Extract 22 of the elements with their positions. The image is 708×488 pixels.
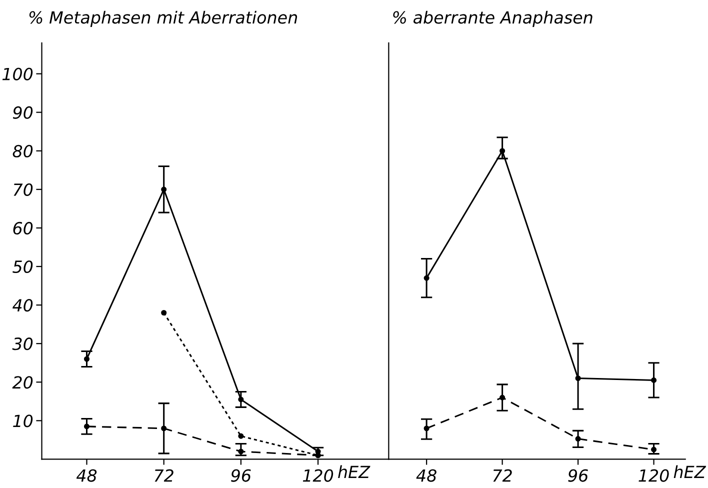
y-tick-label: 90	[12, 106, 33, 119]
y-tick-label: 30	[12, 338, 33, 350]
chart-title: % aberrante Anaphasen	[393, 10, 592, 27]
y-tick-label: 70	[14, 183, 33, 196]
x-axis-title: hEZ	[674, 465, 706, 478]
y-tick-label: 50	[12, 260, 33, 274]
x-tick-label: 96	[568, 469, 588, 482]
y-tick-label: 100	[2, 68, 33, 80]
x-tick-label: 96	[231, 469, 251, 482]
x-tick-label: 72	[154, 469, 174, 482]
y-tick-label: 80	[12, 144, 33, 158]
x-tick-label: 72	[493, 469, 512, 482]
y-tick-label: 40	[12, 299, 33, 312]
chart-title: % Metaphasen mit Aberrationen	[29, 10, 298, 27]
x-tick-label: 120	[638, 469, 669, 482]
x-tick-label: 120	[302, 469, 334, 482]
x-tick-label: 48	[416, 469, 436, 482]
x-tick-label: 48	[76, 469, 97, 482]
y-tick-label: 20	[12, 376, 33, 389]
y-tick-label: 60	[13, 222, 33, 235]
x-axis-title: hEZ	[338, 465, 370, 478]
y-tick-label: 10	[13, 414, 33, 428]
